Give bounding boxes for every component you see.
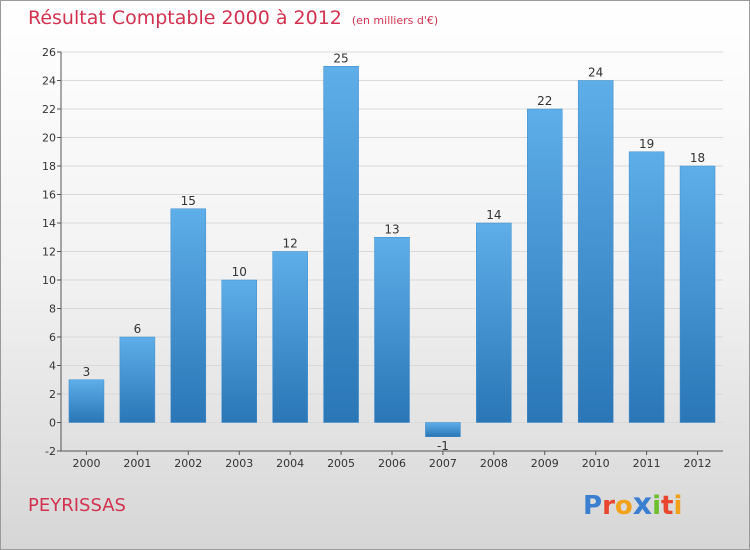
y-tick-label: 6 bbox=[49, 331, 56, 344]
proxiti-logo: Proxiti bbox=[583, 487, 682, 522]
y-tick-label: 18 bbox=[42, 160, 56, 173]
data-label: 12 bbox=[283, 237, 298, 251]
y-tick-label: 16 bbox=[42, 189, 56, 202]
bar bbox=[374, 237, 410, 423]
x-tick-label: 2009 bbox=[531, 457, 559, 470]
logo-letter: r bbox=[602, 491, 615, 521]
bar-layer bbox=[68, 66, 716, 437]
y-tick-label: 12 bbox=[42, 246, 56, 259]
chart-title: Résultat Comptable 2000 à 2012 bbox=[28, 7, 342, 29]
logo-letter: x bbox=[632, 487, 653, 522]
bar bbox=[221, 279, 257, 423]
data-label: 18 bbox=[690, 151, 705, 165]
x-tick-label: 2000 bbox=[72, 457, 100, 470]
y-tick-label: 22 bbox=[42, 103, 56, 116]
data-label: 22 bbox=[537, 94, 552, 108]
commune-name: PEYRISSAS bbox=[28, 495, 126, 516]
y-tick-label: 26 bbox=[42, 46, 56, 59]
data-label: 10 bbox=[232, 265, 247, 279]
data-label: 13 bbox=[384, 222, 399, 236]
bar bbox=[272, 251, 308, 423]
x-tick-label: 2004 bbox=[276, 457, 304, 470]
logo-letter: P bbox=[583, 491, 603, 521]
data-label: 15 bbox=[181, 194, 196, 208]
bar bbox=[476, 222, 512, 423]
logo-letter: i bbox=[673, 491, 683, 521]
logo-letter: t bbox=[661, 491, 674, 521]
y-tick-label: 0 bbox=[49, 417, 56, 430]
title-block: Résultat Comptable 2000 à 2012 (en millie… bbox=[28, 7, 438, 29]
logo-letter: o bbox=[614, 491, 633, 521]
label-layer: 3 6 15 10 12 25 13 -1 14 22 24 19 18 bbox=[83, 51, 706, 453]
y-tick-label: 14 bbox=[42, 217, 56, 230]
x-tick-label: 2008 bbox=[480, 457, 508, 470]
y-tick-label: 20 bbox=[42, 132, 56, 145]
bar bbox=[323, 66, 359, 423]
x-tick-label: 2012 bbox=[684, 457, 712, 470]
y-tick-label: 4 bbox=[49, 360, 56, 373]
bar bbox=[170, 208, 207, 423]
x-tick-label: 2001 bbox=[123, 457, 151, 470]
x-tick-label: 2010 bbox=[582, 457, 610, 470]
data-label: 14 bbox=[486, 208, 501, 222]
x-tick-label: 2003 bbox=[225, 457, 253, 470]
bar bbox=[577, 80, 614, 423]
chart-subtitle: (en milliers d'€) bbox=[351, 14, 439, 27]
logo-letter: i bbox=[652, 491, 662, 521]
y-tick-label: 10 bbox=[42, 274, 56, 287]
bar bbox=[628, 151, 665, 423]
data-label: 24 bbox=[588, 66, 603, 80]
x-tick-label: 2002 bbox=[174, 457, 202, 470]
bar bbox=[527, 108, 563, 423]
x-tick-label: 2005 bbox=[327, 457, 355, 470]
y-tick-label: 8 bbox=[49, 303, 56, 316]
y-tick-label: 24 bbox=[42, 75, 56, 88]
data-label: 19 bbox=[639, 137, 654, 151]
data-label: -1 bbox=[437, 439, 449, 453]
y-tick-label: -2 bbox=[45, 445, 56, 458]
x-tick-label: 2007 bbox=[429, 457, 457, 470]
data-label: 3 bbox=[83, 365, 91, 379]
bar bbox=[119, 336, 156, 423]
data-label: 6 bbox=[134, 322, 142, 336]
x-tick-label: 2006 bbox=[378, 457, 406, 470]
x-tick-label: 2011 bbox=[633, 457, 661, 470]
data-label: 25 bbox=[333, 51, 348, 65]
bar bbox=[68, 379, 105, 423]
y-tick-label: 2 bbox=[49, 388, 56, 401]
bar bbox=[425, 422, 461, 437]
bar bbox=[679, 165, 716, 423]
